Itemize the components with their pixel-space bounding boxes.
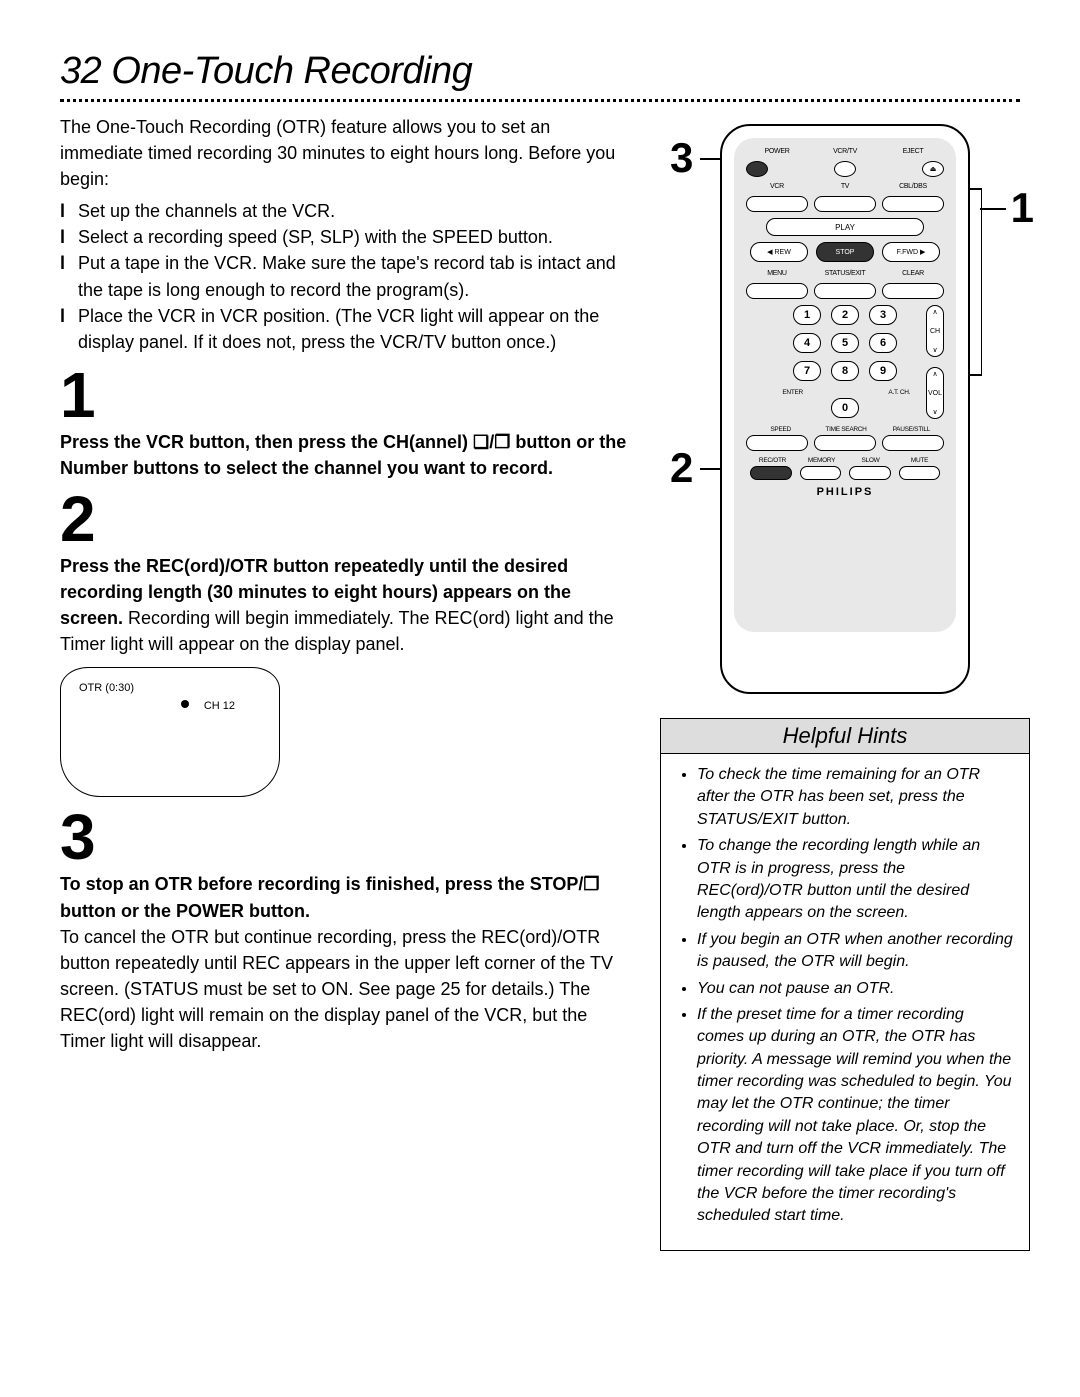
num-button-icon: 4 [793, 333, 821, 353]
vol-rocker-icon: ∧VOL∨ [926, 367, 944, 419]
hint-item: You can not pause an OTR. [697, 978, 1013, 1000]
step-3-text: To stop an OTR before recording is finis… [60, 871, 630, 1054]
remote-label: PAUSE/STILL [881, 426, 942, 433]
rec-otr-button-icon [750, 466, 792, 480]
left-column: The One-Touch Recording (OTR) feature al… [60, 114, 630, 1251]
cbl-mode-button-icon [882, 196, 944, 212]
remote-label: MENU [746, 270, 808, 277]
slow-button-icon [849, 466, 891, 480]
hint-item: To change the recording length while an … [697, 835, 1013, 925]
list-item: Put a tape in the VCR. Make sure the tap… [60, 250, 630, 302]
ch-label: CH [930, 328, 940, 335]
hints-title: Helpful Hints [661, 719, 1029, 754]
hint-item: If the preset time for a timer recording… [697, 1004, 1013, 1228]
number-pad: ∧CH∨ ∧VOL∨ 1 2 3 4 5 6 7 [764, 305, 926, 418]
right-column: 3 1 2 POWER VCR/TV EJECT [660, 114, 1030, 1251]
tv-screen-illustration: OTR (0:30) CH 12 [60, 667, 280, 797]
num-button-icon: 6 [869, 333, 897, 353]
helpful-hints-box: Helpful Hints To check the time remainin… [660, 718, 1030, 1251]
remote-illustration: 3 1 2 POWER VCR/TV EJECT [660, 114, 1030, 704]
step-3-rest: To cancel the OTR but continue recording… [60, 927, 613, 1051]
remote-label: TIME SEARCH [815, 426, 876, 433]
remote-inner: POWER VCR/TV EJECT ⏏ VCR TV CBL/ [734, 138, 956, 632]
step-number-2: 2 [60, 487, 630, 551]
num-button-icon: 2 [831, 305, 859, 325]
remote-label: A.T. CH. [875, 389, 924, 396]
callout-2: 2 [670, 444, 693, 492]
num-button-icon: 0 [831, 398, 859, 418]
hint-item: If you begin an OTR when another recordi… [697, 929, 1013, 974]
menu-button-icon [746, 283, 808, 299]
step-3-bold: To stop an OTR before recording is finis… [60, 874, 600, 920]
page-heading: One-Touch Recording [111, 50, 472, 92]
remote-label: EJECT [882, 148, 944, 155]
step-2-rest: Recording will begin immediately. The RE… [60, 608, 614, 654]
brand-label: PHILIPS [746, 486, 944, 498]
step-number-1: 1 [60, 363, 630, 427]
num-button-icon: 9 [869, 361, 897, 381]
num-button-icon: 7 [793, 361, 821, 381]
vcrtv-button-icon [834, 161, 856, 177]
tv-line-2: CH 12 [79, 700, 261, 712]
hint-item: To check the time remaining for an OTR a… [697, 764, 1013, 831]
remote-body: POWER VCR/TV EJECT ⏏ VCR TV CBL/ [720, 124, 970, 694]
num-button-icon: 1 [793, 305, 821, 325]
remote-label: SLOW [848, 457, 893, 464]
vol-label: VOL [928, 390, 942, 397]
step-number-3: 3 [60, 805, 630, 869]
callout-line [980, 208, 1006, 210]
title-divider [60, 99, 1020, 102]
remote-label: CBL/DBS [882, 183, 944, 190]
tv-mode-button-icon [814, 196, 876, 212]
intro-text: The One-Touch Recording (OTR) feature al… [60, 114, 630, 192]
num-button-icon: 5 [831, 333, 859, 353]
remote-label: STATUS/EXIT [814, 270, 876, 277]
pause-button-icon [882, 435, 944, 451]
remote-label: ENTER [768, 389, 817, 396]
pre-checklist: Set up the channels at the VCR. Select a… [60, 198, 630, 355]
list-item: Set up the channels at the VCR. [60, 198, 630, 224]
rew-button-icon: ◀ REW [750, 242, 808, 262]
remote-label: VCR [746, 183, 808, 190]
callout-line [981, 188, 983, 374]
eject-button-icon: ⏏ [922, 161, 944, 177]
remote-label: REC/OTR [750, 457, 795, 464]
memory-button-icon [800, 466, 842, 480]
remote-label: VCR/TV [814, 148, 876, 155]
remote-label: SPEED [750, 426, 811, 433]
mute-button-icon [899, 466, 941, 480]
ffwd-button-icon: F.FWD ▶ [882, 242, 940, 262]
list-item: Place the VCR in VCR position. (The VCR … [60, 303, 630, 355]
callout-3: 3 [670, 134, 693, 182]
num-button-icon: 3 [869, 305, 897, 325]
stop-button-icon: STOP [816, 242, 874, 262]
vcr-mode-button-icon [746, 196, 808, 212]
speed-button-icon [746, 435, 808, 451]
remote-label: MEMORY [799, 457, 844, 464]
step-1-text: Press the VCR button, then press the CH(… [60, 429, 630, 481]
page-title: 32 One-Touch Recording [60, 50, 1020, 93]
timesearch-button-icon [814, 435, 876, 451]
callout-1: 1 [1011, 184, 1034, 232]
play-button-icon: PLAY [766, 218, 924, 236]
clear-button-icon [882, 283, 944, 299]
remote-label: TV [814, 183, 876, 190]
remote-label: MUTE [897, 457, 942, 464]
list-item: Select a recording speed (SP, SLP) with … [60, 224, 630, 250]
page-number: 32 [60, 50, 101, 92]
hints-body: To check the time remaining for an OTR a… [661, 754, 1029, 1250]
remote-label: CLEAR [882, 270, 944, 277]
num-button-icon: 8 [831, 361, 859, 381]
ch-rocker-icon: ∧CH∨ [926, 305, 944, 357]
tv-line-1: OTR (0:30) [79, 682, 261, 694]
step-1-bold: Press the VCR button, then press the CH(… [60, 432, 626, 478]
power-button-icon [746, 161, 768, 177]
step-2-text: Press the REC(ord)/OTR button repeatedly… [60, 553, 630, 657]
remote-label: POWER [746, 148, 808, 155]
status-button-icon [814, 283, 876, 299]
